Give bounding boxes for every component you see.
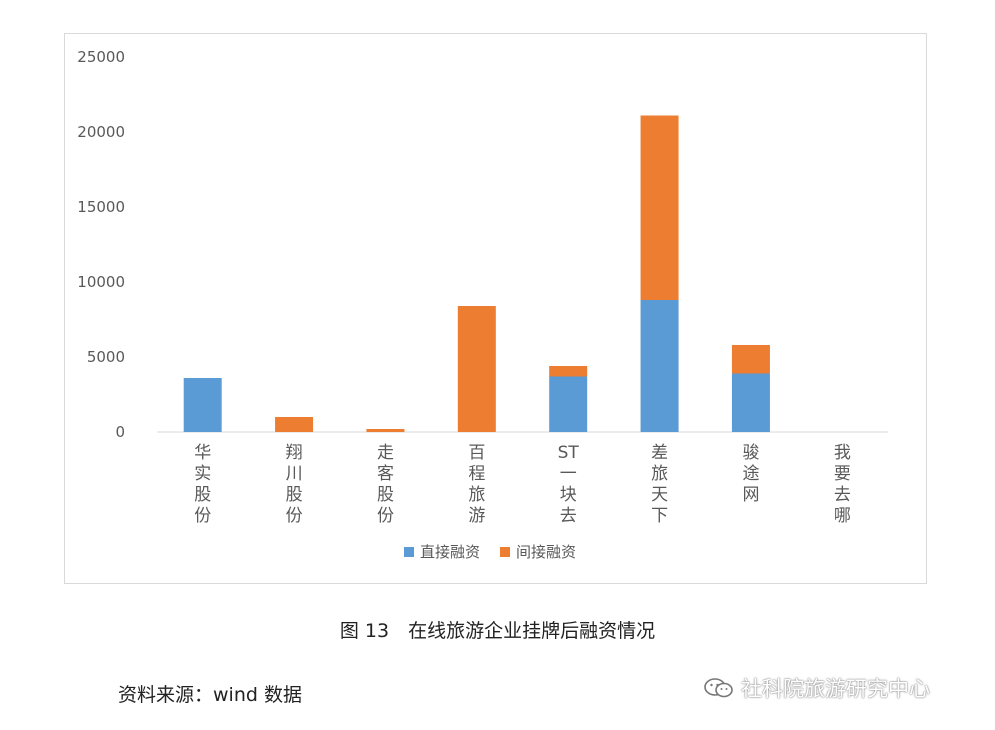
bar-direct — [183, 378, 222, 432]
category-label-char: ST — [558, 443, 580, 463]
category-label-char: 差 — [651, 443, 668, 463]
category-label-char: 华 — [194, 443, 211, 463]
y-tick-label: 5000 — [87, 348, 125, 366]
legend-label: 直接融资 — [420, 543, 480, 561]
category-label-char: 川 — [286, 464, 303, 484]
watermark-text: 社科院旅游研究中心 — [741, 677, 930, 701]
category-label-char: 程 — [468, 464, 485, 484]
category-label-char: 旅 — [651, 464, 668, 484]
bar-indirect — [457, 306, 496, 432]
category-label-char: 骏 — [742, 443, 759, 463]
bar-direct — [731, 373, 770, 432]
category-label-char: 哪 — [834, 506, 851, 526]
category-label-char: 网 — [742, 485, 759, 505]
category-label-char: 旅 — [468, 485, 485, 505]
data-source: 资料来源：wind 数据 — [118, 684, 302, 706]
category-label-char: 去 — [834, 485, 851, 505]
watermark: 社科院旅游研究中心 — [703, 673, 930, 703]
category-label-char: 份 — [377, 506, 394, 526]
category-label-char: 下 — [651, 506, 668, 526]
category-label-char: 份 — [194, 506, 211, 526]
category-label-char: 份 — [286, 506, 303, 526]
category-label-char: 我 — [834, 443, 851, 463]
figure-caption: 图 13 在线旅游企业挂牌后融资情况 — [339, 620, 656, 642]
category-label-char: 块 — [560, 485, 577, 505]
category-label-char: 客 — [377, 464, 394, 484]
category-label-char: 途 — [742, 464, 759, 484]
category-label-char: 游 — [468, 506, 485, 526]
chart-frame: 0 5000 10000 15000 20000 25000 华实股份翔川股份走客股份百程旅… — [64, 33, 927, 584]
bar-indirect — [275, 417, 314, 432]
legend-swatch — [500, 547, 510, 557]
category-label-char: 要 — [834, 464, 851, 484]
category-label-char: 股 — [286, 485, 303, 505]
category-label-char: 百 — [468, 443, 485, 463]
bar-indirect — [366, 429, 405, 432]
category-label-char: 股 — [194, 485, 211, 505]
category-label-char: 去 — [560, 506, 577, 526]
bar-direct — [640, 300, 679, 432]
bar-indirect — [640, 115, 679, 300]
bar-indirect — [549, 366, 588, 377]
y-tick-label: 15000 — [77, 198, 125, 216]
category-label-char: 实 — [194, 464, 211, 484]
bar-direct — [549, 376, 588, 432]
category-label-char: 天 — [651, 485, 668, 505]
category-label-char: 翔 — [286, 443, 303, 463]
y-tick-label: 20000 — [77, 123, 125, 141]
bar-indirect — [731, 345, 770, 374]
category-label-char: 走 — [377, 443, 394, 463]
chart-svg: 0500010000150002000025000华实股份翔川股份走客股份百程旅… — [77, 48, 888, 561]
category-label-char: 股 — [377, 485, 394, 505]
y-tick-label: 10000 — [77, 273, 125, 291]
y-tick-label: 0 — [115, 423, 125, 441]
legend-label: 间接融资 — [516, 543, 576, 561]
legend-swatch — [404, 547, 414, 557]
category-label-char: 一 — [560, 464, 577, 484]
y-tick-label: 25000 — [77, 48, 125, 66]
wechat-icon — [704, 678, 733, 698]
